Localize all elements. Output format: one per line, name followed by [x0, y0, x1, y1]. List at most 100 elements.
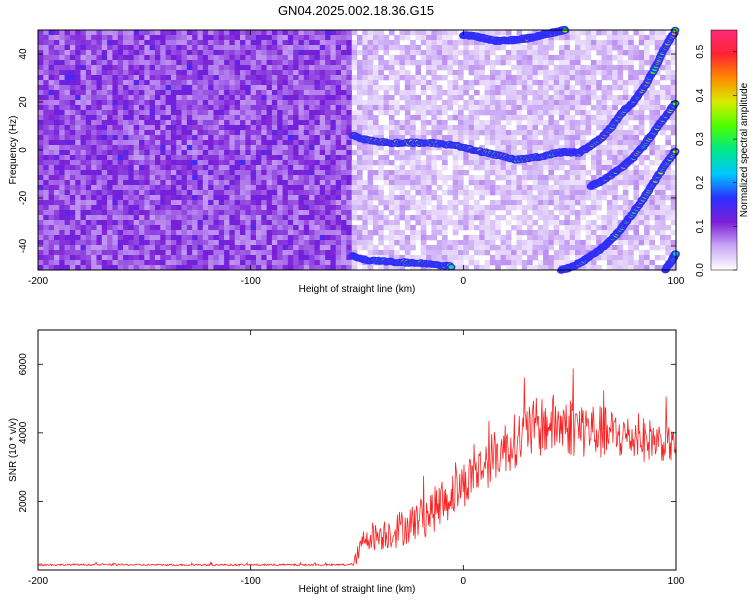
spectrogram-cell [181, 90, 188, 96]
spectrogram-cell [293, 125, 299, 131]
spectrogram-cell [224, 80, 230, 86]
spectrogram-cell [101, 160, 108, 166]
spectrogram-cell [431, 180, 438, 186]
spectrogram-cell [224, 195, 230, 201]
spectrogram-cell [495, 115, 501, 121]
spectrogram-cell [357, 175, 363, 181]
spectrogram-cell [357, 110, 363, 116]
spectrogram-cell [367, 180, 374, 186]
spectrogram-cell [521, 195, 528, 201]
spectrogram-cell [617, 75, 624, 81]
spectrogram-cell [139, 110, 145, 116]
spectrogram-cell [123, 185, 129, 191]
spectrogram-cell [133, 165, 140, 171]
spectrogram-cell [548, 185, 555, 191]
spectrogram-cell [261, 250, 267, 256]
spectrogram-cell [75, 75, 81, 81]
spectrogram-cell [537, 230, 544, 236]
spectrogram-cell [64, 185, 71, 191]
spectrogram-cell [341, 245, 347, 251]
spectrogram-cell [176, 130, 182, 136]
spectrogram-cell [123, 155, 129, 161]
spectrogram-cell [479, 110, 485, 116]
spectrogram-cell [64, 150, 71, 156]
spectrogram-cell [596, 85, 602, 91]
spectrogram-cell [399, 35, 406, 41]
spectrogram-cell [107, 170, 113, 176]
spectrogram-cell [218, 130, 225, 136]
spectrogram-cell [564, 225, 570, 231]
spectrogram-cell [309, 155, 315, 161]
spectrogram-cell [325, 155, 331, 161]
spectrogram-cell [133, 115, 140, 121]
spectrogram-cell [85, 85, 92, 91]
spectrogram-cell [431, 45, 438, 51]
spectrogram-cell [319, 120, 326, 126]
spectrogram-cell [580, 240, 586, 246]
spectrogram-cell [128, 75, 134, 81]
spectrogram-cell [495, 85, 501, 91]
spectrogram-cell [580, 165, 586, 171]
spectrogram-cell [601, 60, 608, 66]
spectrogram-cell [537, 80, 544, 86]
spectrogram-cell [559, 185, 565, 191]
spectrogram-cell [569, 220, 576, 226]
spectrogram-cell [128, 220, 134, 226]
spectrogram-cell [564, 185, 570, 191]
spectrogram-cell [622, 30, 629, 36]
spectrogram-cell [197, 140, 204, 146]
spectrogram-cell [410, 100, 416, 106]
spectrogram-cell [85, 265, 92, 271]
spectrogram-cell [606, 155, 613, 161]
spectrogram-cell [133, 35, 140, 41]
spectrogram-cell [505, 120, 512, 126]
spectrogram-cell [165, 90, 172, 96]
spectrogram-cell [569, 205, 576, 211]
spectrogram-cell [303, 225, 310, 231]
spectrogram-cell [404, 255, 411, 261]
spectrogram-cell [319, 35, 326, 41]
spectrogram-cell [197, 75, 204, 81]
spectrogram-cell [521, 60, 528, 66]
spectrogram-cell [309, 135, 315, 141]
spectrogram-cell [495, 205, 501, 211]
spectrogram-cell [511, 195, 517, 201]
spectrogram-cell [181, 50, 188, 56]
spectrogram-cell [314, 40, 321, 46]
spectrogram-cell [255, 30, 262, 36]
spectrogram-cell [85, 245, 92, 251]
spectrogram-cell [234, 245, 241, 251]
spectrogram-cell [516, 245, 523, 251]
spectrogram-cell [240, 40, 246, 46]
spectrogram-cell [144, 220, 150, 226]
spectrogram-cell [473, 60, 480, 66]
spectrogram-cell [463, 65, 469, 71]
spectrogram-cell [559, 180, 565, 186]
spectrogram-cell [574, 70, 581, 76]
spectrogram-cell [186, 265, 193, 271]
spectrogram-cell [633, 135, 640, 141]
spectrogram-cell [266, 185, 273, 191]
spectrogram-cell [543, 125, 549, 131]
spectrogram-cell [53, 135, 60, 141]
spectrogram-cell [59, 175, 65, 181]
spectrogram-cell [48, 105, 55, 111]
spectrogram-cell [59, 230, 65, 236]
spectrogram-cell [574, 210, 581, 216]
spectrogram-cell [250, 55, 257, 61]
spectrogram-cell [362, 240, 368, 246]
spectrogram-cell [335, 230, 342, 236]
spectrogram-cell [75, 215, 81, 221]
spectrogram-cell [53, 185, 60, 191]
spectrogram-cell [112, 145, 119, 151]
spectrogram-cell [202, 175, 209, 181]
spectrogram-cell [335, 255, 342, 261]
spectrogram-cell [192, 250, 198, 256]
spectrogram-cell [101, 255, 108, 261]
spectrogram-cell [543, 135, 549, 141]
spectrogram-cell [80, 95, 87, 101]
spectrogram-cell [468, 140, 475, 146]
spectrogram-cell [585, 110, 592, 116]
spectrogram-cell [117, 220, 124, 226]
spectrogram-cell [186, 35, 193, 41]
